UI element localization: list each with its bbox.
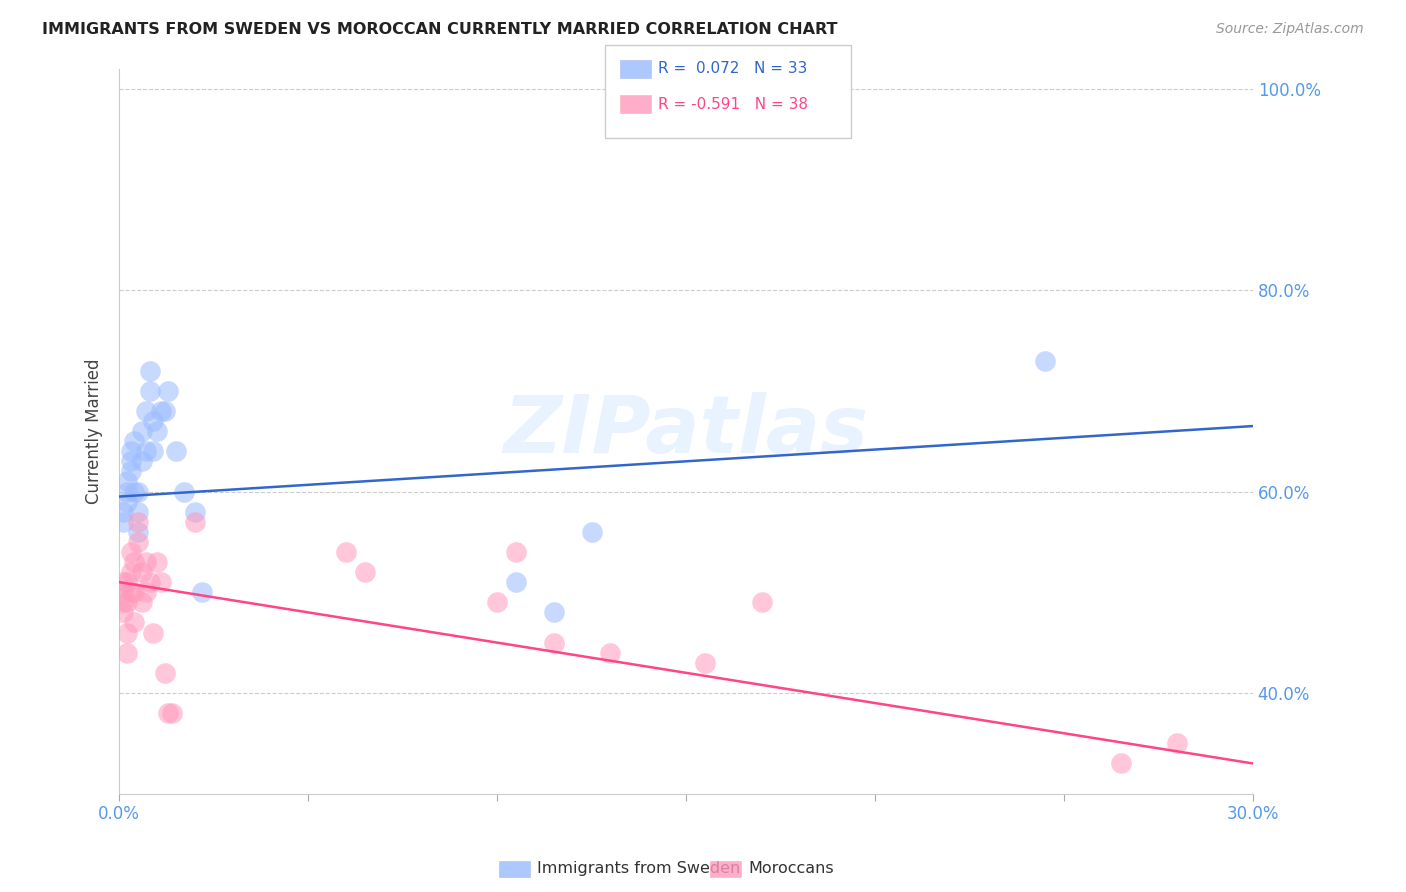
Point	[505, 575, 527, 590]
Point	[505, 545, 527, 559]
Point	[112, 595, 135, 609]
Point	[124, 555, 146, 569]
Point	[160, 706, 183, 720]
Point	[124, 484, 146, 499]
Point	[191, 585, 214, 599]
Point	[184, 505, 207, 519]
Point	[135, 444, 157, 458]
Point	[153, 404, 176, 418]
Point	[142, 414, 165, 428]
Point	[146, 555, 169, 569]
Point	[751, 595, 773, 609]
Point	[131, 595, 153, 609]
Text: ZIPatlas: ZIPatlas	[503, 392, 869, 470]
Text: Moroccans: Moroccans	[748, 862, 834, 876]
Text: R = -0.591   N = 38: R = -0.591 N = 38	[658, 97, 808, 112]
Point	[115, 484, 138, 499]
Point	[135, 555, 157, 569]
Point	[135, 585, 157, 599]
Point	[124, 434, 146, 449]
Point	[120, 464, 142, 478]
Point	[599, 646, 621, 660]
Text: IMMIGRANTS FROM SWEDEN VS MOROCCAN CURRENTLY MARRIED CORRELATION CHART: IMMIGRANTS FROM SWEDEN VS MOROCCAN CURRE…	[42, 22, 838, 37]
Point	[335, 545, 357, 559]
Point	[115, 625, 138, 640]
Point	[146, 424, 169, 438]
Point	[120, 565, 142, 579]
Point	[581, 524, 603, 539]
Point	[149, 404, 172, 418]
Point	[138, 364, 160, 378]
Point	[115, 646, 138, 660]
Point	[120, 545, 142, 559]
Point	[112, 515, 135, 529]
Point	[115, 575, 138, 590]
Point	[1033, 353, 1056, 368]
Point	[157, 384, 180, 398]
Point	[142, 444, 165, 458]
Point	[127, 524, 149, 539]
Point	[165, 444, 187, 458]
Point	[157, 706, 180, 720]
Point	[127, 484, 149, 499]
Point	[693, 656, 716, 670]
Point	[138, 384, 160, 398]
Point	[153, 665, 176, 680]
Point	[127, 534, 149, 549]
Point	[138, 575, 160, 590]
Point	[131, 424, 153, 438]
Point	[127, 505, 149, 519]
Point	[120, 454, 142, 468]
Text: Source: ZipAtlas.com: Source: ZipAtlas.com	[1216, 22, 1364, 37]
Point	[184, 515, 207, 529]
Point	[115, 595, 138, 609]
Point	[1109, 756, 1132, 771]
Point	[131, 454, 153, 468]
Text: Immigrants from Sweden: Immigrants from Sweden	[537, 862, 741, 876]
Point	[115, 475, 138, 489]
Point	[149, 575, 172, 590]
Point	[112, 585, 135, 599]
Point	[1166, 736, 1188, 750]
Y-axis label: Currently Married: Currently Married	[86, 359, 103, 504]
Point	[124, 585, 146, 599]
Text: R =  0.072   N = 33: R = 0.072 N = 33	[658, 62, 807, 76]
Point	[543, 635, 565, 649]
Point	[115, 494, 138, 508]
Point	[127, 515, 149, 529]
Point	[135, 404, 157, 418]
Point	[124, 615, 146, 630]
Point	[543, 606, 565, 620]
Point	[354, 565, 377, 579]
Point	[120, 585, 142, 599]
Point	[112, 575, 135, 590]
Point	[173, 484, 195, 499]
Point	[120, 444, 142, 458]
Point	[131, 565, 153, 579]
Point	[142, 625, 165, 640]
Point	[112, 606, 135, 620]
Point	[112, 505, 135, 519]
Point	[486, 595, 509, 609]
